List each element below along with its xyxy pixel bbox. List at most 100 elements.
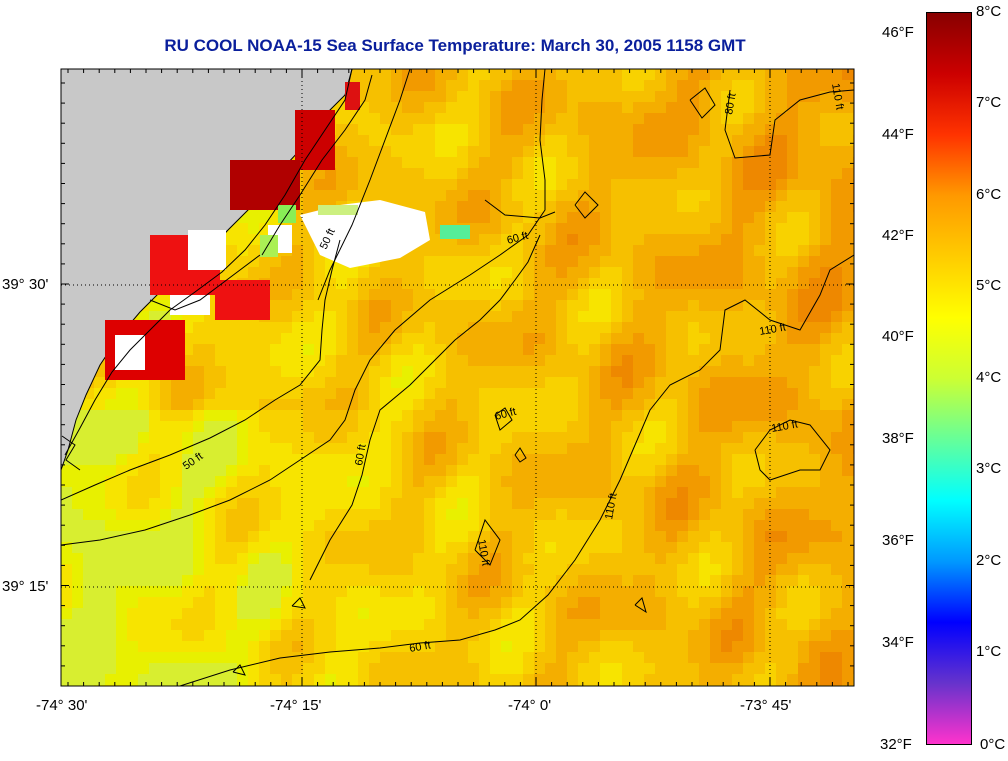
sst-pixel [578, 69, 589, 80]
sst-pixel [127, 388, 138, 399]
sst-pixel [424, 531, 435, 542]
sst-pixel [809, 69, 820, 80]
sst-pixel [699, 674, 710, 685]
sst-pixel [479, 91, 490, 102]
sst-pixel [754, 212, 765, 223]
sst-pixel [798, 498, 809, 509]
sst-pixel [314, 652, 325, 663]
sst-pixel [336, 608, 347, 619]
sst-pixel [567, 520, 578, 531]
sst-pixel [787, 267, 798, 278]
sst-pixel [699, 641, 710, 652]
sst-pixel [336, 630, 347, 641]
sst-pixel [193, 641, 204, 652]
sst-pixel [776, 311, 787, 322]
sst-pixel [413, 146, 424, 157]
sst-pixel [457, 619, 468, 630]
sst-pixel [501, 520, 512, 531]
sst-pixel [842, 69, 853, 80]
sst-pixel [578, 333, 589, 344]
sst-pixel [644, 509, 655, 520]
sst-pixel [149, 531, 160, 542]
sst-pixel [809, 641, 820, 652]
sst-pixel [534, 520, 545, 531]
sst-pixel [61, 509, 72, 520]
sst-pixel [622, 619, 633, 630]
sst-pixel [457, 410, 468, 421]
sst-pixel [523, 432, 534, 443]
sst-pixel [446, 69, 457, 80]
sst-pixel [72, 597, 83, 608]
sst-pixel [468, 608, 479, 619]
sst-pixel [743, 630, 754, 641]
sst-pixel [754, 333, 765, 344]
sst-pixel [776, 531, 787, 542]
sst-pixel [127, 520, 138, 531]
sst-pixel [435, 443, 446, 454]
sst-pixel [600, 80, 611, 91]
sst-pixel [490, 586, 501, 597]
sst-pixel [732, 124, 743, 135]
sst-pixel [369, 113, 380, 124]
sst-pixel [204, 652, 215, 663]
sst-pixel [842, 399, 853, 410]
sst-pixel [292, 487, 303, 498]
sst-pixel [237, 399, 248, 410]
sst-pixel [490, 575, 501, 586]
sst-pixel [83, 498, 94, 509]
sst-pixel [743, 223, 754, 234]
sst-pixel [622, 256, 633, 267]
sst-pixel [644, 575, 655, 586]
sst-pixel [666, 179, 677, 190]
sst-pixel [490, 487, 501, 498]
sst-pixel [809, 476, 820, 487]
sst-pixel [369, 289, 380, 300]
sst-pixel [237, 498, 248, 509]
sst-pixel [688, 641, 699, 652]
sst-pixel [578, 300, 589, 311]
sst-pixel [699, 355, 710, 366]
sst-pixel [787, 619, 798, 630]
sst-pixel [424, 366, 435, 377]
sst-pixel [237, 377, 248, 388]
sst-pixel [600, 674, 611, 685]
sst-pixel [523, 190, 534, 201]
sst-pixel [765, 135, 776, 146]
sst-pixel [611, 157, 622, 168]
sst-pixel [215, 630, 226, 641]
colorbar-label-7c: 7°C [976, 94, 1002, 111]
sst-pixel [380, 432, 391, 443]
sst-pixel [83, 432, 94, 443]
sst-pixel [270, 256, 281, 267]
sst-pixel [479, 146, 490, 157]
sst-pixel [435, 355, 446, 366]
sst-pixel [754, 498, 765, 509]
sst-pixel [149, 300, 160, 311]
sst-pixel [281, 487, 292, 498]
sst-pixel [545, 344, 556, 355]
sst-pixel [490, 509, 501, 520]
sst-pixel [325, 366, 336, 377]
sst-pixel [457, 212, 468, 223]
sst-pixel [413, 80, 424, 91]
sst-pixel [369, 432, 380, 443]
sst-pixel [303, 652, 314, 663]
sst-pixel [303, 256, 314, 267]
sst-pixel [424, 245, 435, 256]
sst-pixel [369, 124, 380, 135]
sst-pixel [820, 421, 831, 432]
sst-pixel [116, 685, 127, 686]
sst-pixel [677, 685, 688, 686]
sst-pixel [853, 135, 854, 146]
sst-pixel [666, 168, 677, 179]
sst-pixel [138, 586, 149, 597]
sst-pixel [94, 531, 105, 542]
sst-pixel [710, 157, 721, 168]
sst-pixel [567, 179, 578, 190]
sst-pixel [842, 509, 853, 520]
sst-pixel [556, 168, 567, 179]
sst-pixel [798, 663, 809, 674]
sst-pixel [182, 421, 193, 432]
sst-pixel [545, 234, 556, 245]
sst-pixel [215, 542, 226, 553]
